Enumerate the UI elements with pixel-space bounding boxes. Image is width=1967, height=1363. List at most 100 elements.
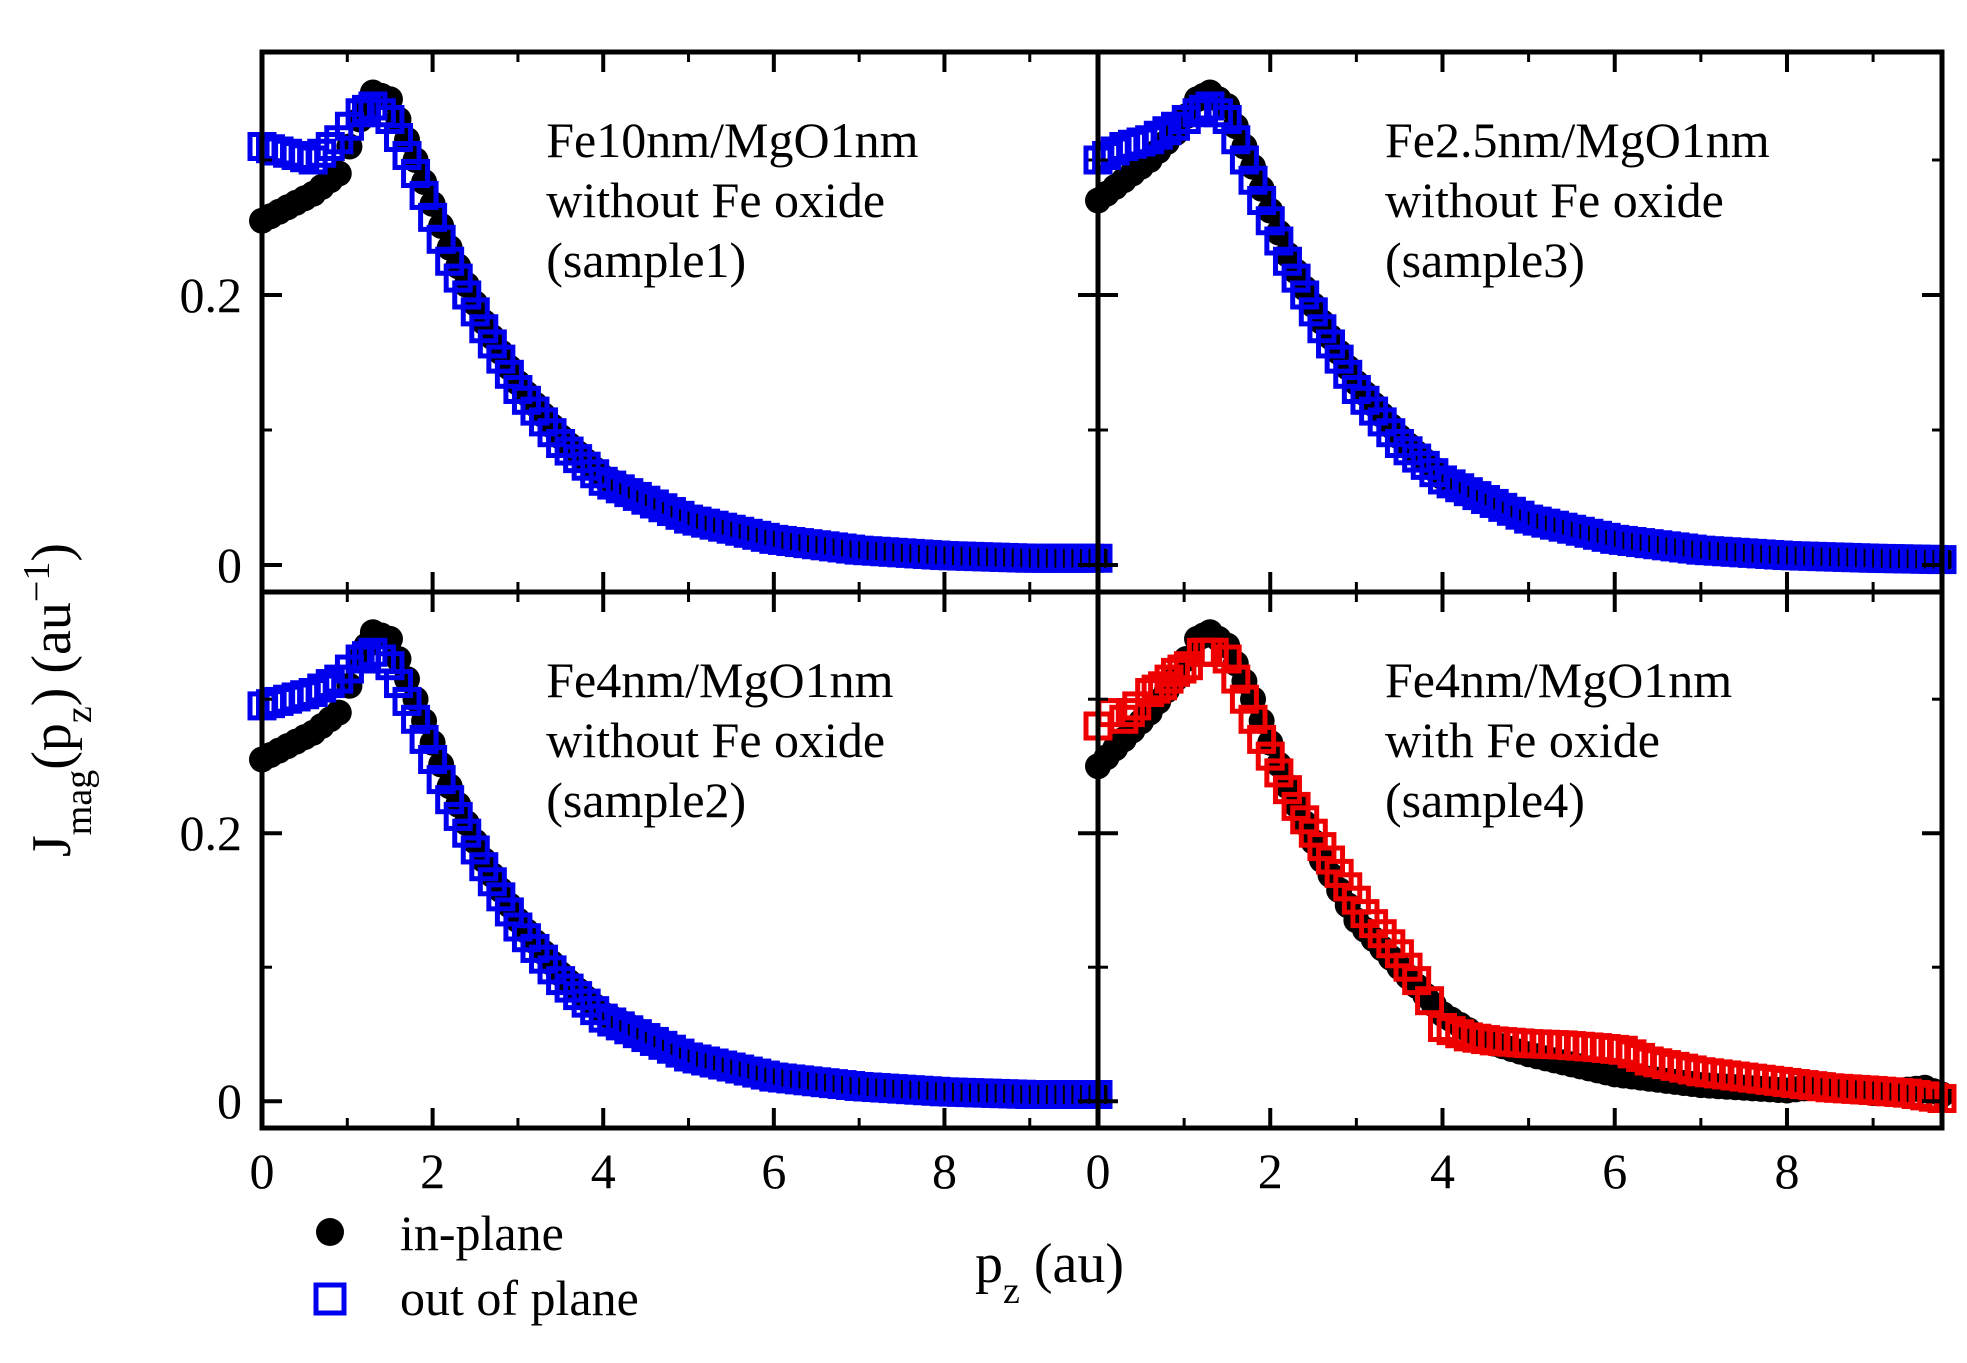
panel-label-line: Fe4nm/MgO1nm — [1385, 652, 1732, 708]
data-point — [443, 263, 473, 293]
y-axis-title-main: J — [21, 835, 83, 857]
data-point — [554, 436, 584, 466]
data-point — [1265, 751, 1292, 778]
y-axis-title-close: ) — [21, 543, 83, 562]
data-point — [315, 132, 345, 161]
y-tick-label: 0.2 — [180, 805, 243, 861]
data-point — [452, 280, 482, 310]
data-point — [477, 329, 507, 359]
panel-label-line: without Fe oxide — [1385, 172, 1724, 228]
data-point — [1212, 105, 1242, 134]
x-tick-label: 8 — [1774, 1143, 1799, 1199]
data-point — [494, 359, 524, 389]
data-point — [375, 105, 405, 134]
data-point — [1264, 226, 1294, 256]
data-point — [571, 451, 601, 481]
data-point — [1307, 314, 1337, 344]
data-point — [401, 704, 431, 734]
y-tick-label: 0 — [217, 1073, 242, 1129]
data-point — [1255, 206, 1285, 236]
data-point — [1290, 280, 1320, 310]
data-point — [1167, 654, 1197, 684]
data-point — [1281, 263, 1311, 293]
data-point — [435, 785, 465, 815]
data-point — [1316, 329, 1346, 359]
series-out-of-plane-bottom-left — [247, 637, 1113, 1109]
data-point — [315, 669, 345, 699]
svg-text:Jmag(pz) (au−1): Jmag(pz) (au−1) — [16, 543, 100, 857]
data-point — [460, 297, 490, 327]
data-point — [563, 981, 593, 1011]
data-point — [546, 966, 576, 996]
x-tick-label: 6 — [1602, 1143, 1627, 1199]
series-out-of-plane-top-left — [247, 91, 1113, 573]
data-point — [443, 801, 473, 831]
panel-frame — [1095, 589, 1945, 1131]
panel-label-line: without Fe oxide — [546, 172, 885, 228]
panel-label-line: (sample1) — [546, 232, 746, 288]
legend-label-out-of-plane: out of plane — [400, 1270, 639, 1326]
data-point — [1255, 741, 1285, 771]
data-point — [366, 98, 396, 128]
data-point — [1298, 297, 1328, 327]
series-out-of-plane-top-right — [1083, 91, 1957, 575]
data-point — [469, 314, 499, 344]
x-axis-title: pz (au) — [975, 1233, 1124, 1312]
data-point — [1221, 125, 1251, 155]
data-point — [477, 867, 507, 897]
x-tick-label: 8 — [932, 1143, 957, 1199]
data-point — [460, 835, 490, 865]
data-point — [426, 765, 456, 795]
data-point — [418, 745, 448, 774]
y-axis-title-sup: −1 — [16, 562, 58, 602]
data-point — [1384, 429, 1414, 458]
y-axis-title: Jmag(pz) (au−1) — [16, 543, 100, 857]
data-point — [486, 882, 516, 912]
data-point — [325, 699, 352, 726]
data-point — [1272, 775, 1302, 805]
data-point — [409, 724, 439, 754]
data-point — [375, 651, 405, 681]
y-axis-title-sub1: mag — [58, 770, 100, 835]
legend-label-in-plane: in-plane — [400, 1205, 564, 1261]
x-tick-label: 6 — [761, 1143, 786, 1199]
data-point — [554, 973, 584, 1003]
data-point — [1410, 450, 1440, 480]
legend-marker-out-of-plane — [313, 1282, 347, 1316]
data-point — [383, 123, 413, 152]
data-point — [1247, 724, 1277, 754]
legend: in-plane out of plane — [313, 1205, 639, 1326]
data-point — [571, 988, 601, 1018]
data-point — [366, 644, 396, 674]
data-point — [486, 344, 516, 374]
panel-label-line: (sample3) — [1385, 232, 1585, 288]
y-axis-title-mid: (p — [21, 723, 83, 770]
data-point — [1333, 359, 1363, 389]
panel-label-line: (sample2) — [546, 772, 746, 828]
panel-label-line: without Fe oxide — [546, 712, 885, 768]
x-tick-label: 2 — [1258, 1143, 1283, 1199]
data-point — [452, 818, 482, 848]
data-point — [383, 669, 413, 699]
y-axis-title-sub2: z — [58, 706, 100, 723]
data-point — [1402, 443, 1432, 473]
panel-label-line: Fe4nm/MgO1nm — [546, 652, 893, 708]
data-point — [1324, 344, 1354, 374]
data-point — [435, 246, 465, 276]
panel-label-line: (sample4) — [1385, 772, 1585, 828]
data-point — [1393, 436, 1423, 466]
data-point — [563, 444, 593, 474]
data-point — [1204, 98, 1234, 128]
panel-label-line: Fe2.5nm/MgO1nm — [1385, 112, 1770, 168]
data-point — [1221, 664, 1251, 694]
series-out-of-plane-bottom-right — [1083, 637, 1957, 1114]
data-point — [546, 429, 576, 458]
data-point — [1264, 758, 1294, 788]
x-tick-label: 4 — [591, 1143, 616, 1199]
x-axis-title-sub: z — [1003, 1270, 1020, 1312]
x-tick-label: 0 — [1086, 1143, 1111, 1199]
